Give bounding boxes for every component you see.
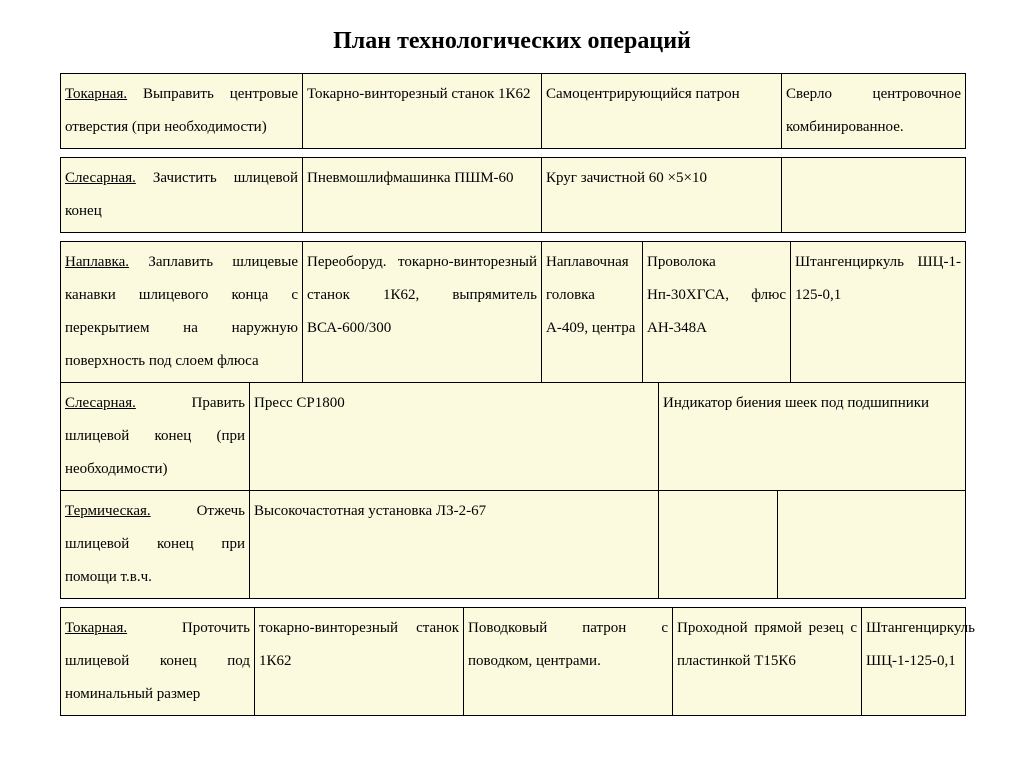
tool-cell — [782, 158, 965, 232]
op-cell: Наплавка. Заплавить шлицевые канавки шли… — [61, 242, 303, 382]
op-cell: Термическая. Отжечь шлицевой конец при п… — [61, 491, 250, 598]
equipment-cell: Пресс СР1800 — [250, 383, 659, 490]
op-name: Наплавка. — [65, 254, 129, 270]
fixture-cell: Поводковый патрон с поводком, центрами. — [464, 608, 673, 715]
tool-cell: Сверло центровочное комбинированное. — [782, 74, 965, 148]
fixture-cell: Круг зачистной 60 ×5×10 — [542, 158, 782, 232]
operation-block-2: Слесарная. Зачистить шлицевой конец Пнев… — [60, 157, 966, 233]
op-cell: Слесарная. Править шлицевой конец (при н… — [61, 383, 250, 490]
op-name: Слесарная. — [65, 395, 136, 411]
operation-block-1: Токарная. Выправить центровые отверстия … — [60, 73, 966, 149]
page-title: План технологических операций — [60, 28, 964, 55]
empty-cell — [778, 491, 965, 598]
equipment-cell: Переоборуд. токарно-винторезный станок 1… — [303, 242, 542, 382]
equipment-cell: Пневмошлифмашинка ПШМ-60 — [303, 158, 542, 232]
op-name: Слесарная. — [65, 170, 136, 186]
fixture-cell: Самоцентрирующийся патрон — [542, 74, 782, 148]
op-cell: Слесарная. Зачистить шлицевой конец — [61, 158, 303, 232]
operation-block-4: Токарная. Проточить шлицевой конец под н… — [60, 607, 966, 716]
material-cell: Проволока Нп-30ХГСА, флюс АН-348А — [643, 242, 791, 382]
equipment-cell: токарно-винторезный станок 1К62 — [255, 608, 464, 715]
tool-cell: Проходной прямой резец с пластинкой Т15К… — [673, 608, 862, 715]
fixture-cell: Наплавочная головка А-409, центра — [542, 242, 643, 382]
measure-cell: Штангенциркуль ШЦ-1-125-0,1 — [862, 608, 979, 715]
op-name: Токарная. — [65, 86, 127, 102]
measure-cell: Индикатор биения шеек под подшипники — [659, 383, 965, 490]
op-name: Термическая. — [65, 503, 151, 519]
op-desc: Заплавить шлицевые канавки шлицевого кон… — [65, 254, 298, 369]
measure-cell: Штангенциркуль ШЦ-1-125-0,1 — [791, 242, 965, 382]
equipment-cell: Токарно-винторезный станок 1К62 — [303, 74, 542, 148]
equipment-cell: Высокочастотная установка ЛЗ-2-67 — [250, 491, 659, 598]
op-cell: Токарная. Выправить центровые отверстия … — [61, 74, 303, 148]
op-name: Токарная. — [65, 620, 127, 636]
operation-block-3: Наплавка. Заплавить шлицевые канавки шли… — [60, 241, 966, 599]
op-cell: Токарная. Проточить шлицевой конец под н… — [61, 608, 255, 715]
empty-cell — [659, 491, 778, 598]
